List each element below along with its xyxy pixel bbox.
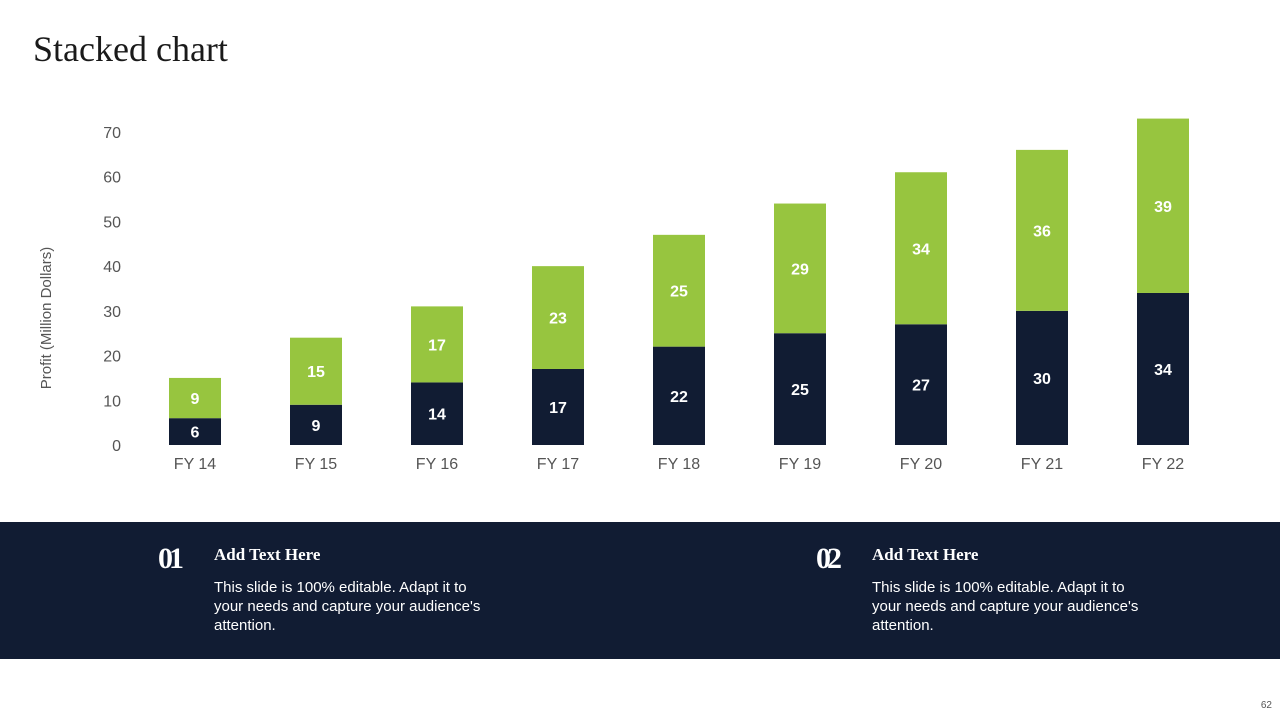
item-title: Add Text Here bbox=[872, 545, 979, 564]
x-tick-label: FY 19 bbox=[779, 456, 822, 473]
x-tick-label: FY 14 bbox=[174, 456, 217, 473]
data-label: 34 bbox=[912, 241, 930, 258]
data-label: 6 bbox=[191, 425, 200, 442]
data-label: 36 bbox=[1033, 223, 1051, 240]
x-tick-label: FY 22 bbox=[1142, 456, 1185, 473]
x-tick-label: FY 16 bbox=[416, 456, 459, 473]
y-tick-label: 50 bbox=[103, 214, 121, 231]
bar-segment bbox=[411, 382, 463, 445]
footer-band: 01 Add Text Here This slide is 100% edit… bbox=[0, 522, 1280, 659]
data-label: 25 bbox=[791, 382, 809, 399]
y-tick-label: 0 bbox=[112, 438, 121, 455]
bar-segment bbox=[290, 337, 342, 405]
page-number: 62 bbox=[1260, 700, 1272, 711]
bar-segment bbox=[1016, 310, 1068, 445]
data-label: 39 bbox=[1154, 199, 1172, 216]
bar-segment bbox=[774, 333, 826, 445]
x-tick-label: FY 17 bbox=[537, 456, 580, 473]
y-tick-label: 40 bbox=[103, 259, 121, 276]
data-label: 17 bbox=[549, 400, 567, 417]
bar-segment bbox=[532, 368, 584, 445]
data-label: 15 bbox=[307, 364, 325, 381]
x-tick-label: FY 18 bbox=[658, 456, 701, 473]
data-label: 23 bbox=[549, 311, 567, 328]
bar-segment bbox=[895, 324, 947, 445]
data-label: 25 bbox=[670, 284, 688, 301]
item-description: This slide is 100% editable. Adapt it to… bbox=[872, 579, 1139, 634]
bar-segment bbox=[774, 203, 826, 334]
x-tick-label: FY 20 bbox=[900, 456, 943, 473]
data-label: 34 bbox=[1154, 362, 1172, 379]
bar-segment bbox=[532, 266, 584, 369]
x-tick-label: FY 21 bbox=[1021, 456, 1064, 473]
bar-segment bbox=[290, 404, 342, 445]
data-label: 29 bbox=[791, 261, 809, 278]
y-tick-label: 60 bbox=[103, 170, 121, 187]
data-label: 14 bbox=[428, 407, 446, 424]
data-label: 22 bbox=[670, 389, 688, 406]
bar-segment bbox=[653, 346, 705, 445]
y-tick-label: 20 bbox=[103, 349, 121, 366]
y-tick-label: 70 bbox=[103, 125, 121, 142]
data-label: 27 bbox=[912, 378, 930, 395]
bar-segment bbox=[1137, 292, 1189, 445]
item-title: Add Text Here bbox=[214, 545, 321, 564]
bar-segment bbox=[411, 306, 463, 383]
y-tick-label: 10 bbox=[103, 393, 121, 410]
y-axis-label: Profit (Million Dollars) bbox=[38, 247, 55, 390]
data-label: 30 bbox=[1033, 371, 1051, 388]
data-label: 9 bbox=[312, 418, 321, 435]
bar-segment bbox=[169, 377, 221, 419]
item-description: This slide is 100% editable. Adapt it to… bbox=[214, 579, 481, 634]
data-label: 9 bbox=[191, 391, 200, 408]
stacked-bar-chart: 0 10 20 30 40 50 60 70 Profit (Million Dollars)… bbox=[38, 118, 1189, 473]
bar-segment bbox=[1016, 149, 1068, 311]
data-label: 17 bbox=[428, 337, 446, 354]
item-number: 02 bbox=[816, 542, 842, 575]
slide-title: Stacked chart bbox=[33, 29, 228, 69]
y-tick-label: 30 bbox=[103, 304, 121, 321]
item-number: 01 bbox=[158, 542, 184, 575]
bar-segment bbox=[895, 172, 947, 325]
x-tick-label: FY 15 bbox=[295, 456, 338, 473]
bar-segment bbox=[1137, 118, 1189, 293]
bar-segment bbox=[169, 418, 221, 445]
bar-segment bbox=[653, 234, 705, 347]
